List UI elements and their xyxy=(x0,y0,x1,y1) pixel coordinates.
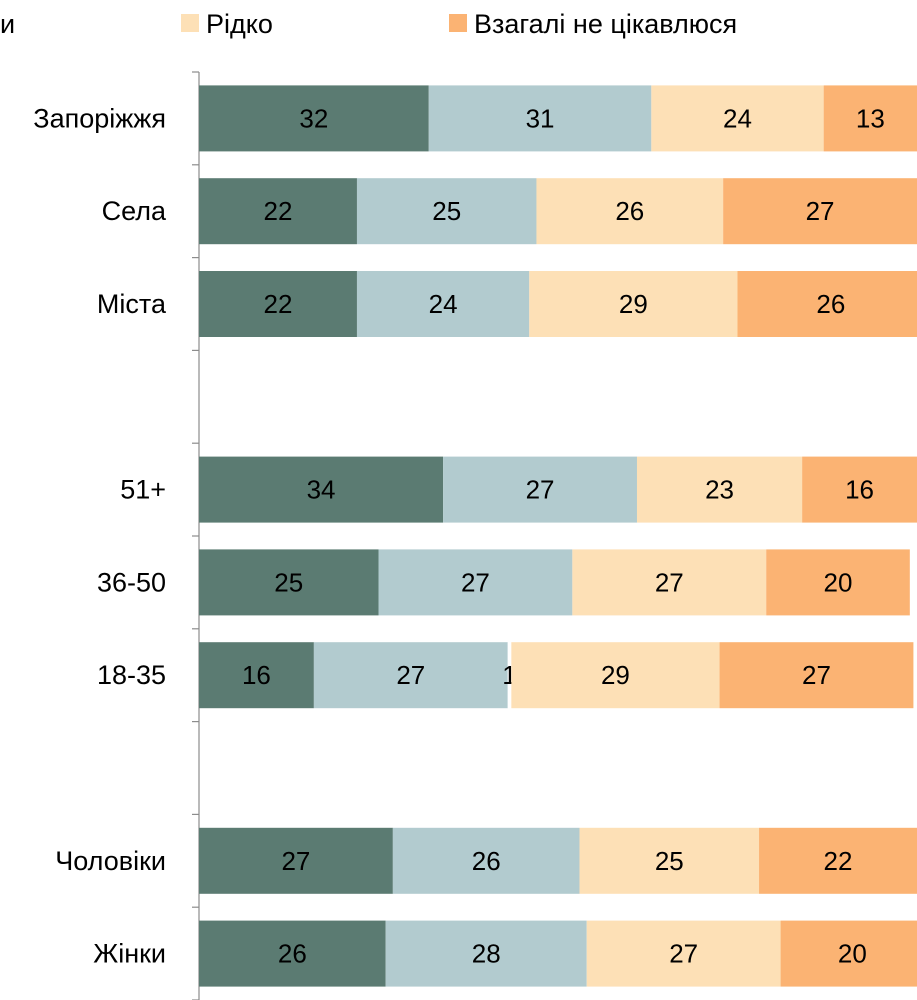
data-label: 27 xyxy=(281,846,310,876)
bar-segment xyxy=(802,456,917,523)
bar-segment xyxy=(356,178,537,245)
data-label: 29 xyxy=(601,660,630,690)
bar-segment xyxy=(443,456,637,523)
bars-area: 32 31 24 13 22 25 26 27 22 24 29 26 34 27 23 16 25 27 27 20… xyxy=(199,85,917,987)
bar-segment xyxy=(199,271,357,337)
category-label: Села xyxy=(102,196,167,226)
bar-segment xyxy=(313,642,508,709)
bar-segment xyxy=(823,85,917,152)
legend-swatch xyxy=(181,14,199,32)
data-label: 27 xyxy=(669,939,698,969)
bar-segment xyxy=(199,456,444,523)
bar-segment xyxy=(199,85,429,152)
category-label: Запоріжжя xyxy=(33,103,166,133)
data-label: 26 xyxy=(472,846,501,876)
bar-segment xyxy=(586,920,781,987)
bar-segment xyxy=(199,827,393,894)
legend-item: Взагалі не цікавлюся xyxy=(449,9,737,39)
category-label: Міста xyxy=(97,289,167,319)
data-label: 27 xyxy=(396,660,425,690)
bar-segment xyxy=(392,827,580,894)
bar-segment xyxy=(529,271,738,337)
data-label: 27 xyxy=(806,196,835,226)
data-label: 22 xyxy=(824,846,853,876)
data-label: 13 xyxy=(856,103,885,133)
bar-segment xyxy=(766,549,910,616)
bar-segment xyxy=(378,549,573,616)
category-axis xyxy=(192,71,200,1000)
data-label: 24 xyxy=(429,289,458,319)
data-label: 16 xyxy=(242,660,271,690)
bar-segment xyxy=(199,920,386,987)
chart-legend: и Рідко Взагалі не цікавлюся xyxy=(0,9,737,39)
data-label: 26 xyxy=(278,939,307,969)
data-label: 31 xyxy=(526,103,555,133)
bar-segment xyxy=(737,271,917,337)
legend-item: Рідко xyxy=(181,9,273,39)
bar-segment xyxy=(759,827,917,894)
data-label: 25 xyxy=(274,567,303,597)
bar-segment xyxy=(199,642,314,709)
bar-segment xyxy=(385,920,587,987)
data-label: 16 xyxy=(845,475,874,505)
data-label: 20 xyxy=(838,939,867,969)
legend-swatch xyxy=(449,14,467,32)
data-label: 27 xyxy=(461,567,490,597)
data-label: 25 xyxy=(655,846,684,876)
data-label: 26 xyxy=(816,289,845,319)
data-label: 20 xyxy=(824,567,853,597)
bar-segment xyxy=(636,456,803,523)
bar-segment xyxy=(651,85,824,152)
data-label: 26 xyxy=(615,196,644,226)
data-label: 27 xyxy=(802,660,831,690)
bar-segment xyxy=(579,827,760,894)
data-label: 23 xyxy=(705,475,734,505)
category-label: 51+ xyxy=(120,475,166,505)
data-label: 29 xyxy=(619,289,648,319)
category-label: Жінки xyxy=(93,939,166,969)
bar-segment xyxy=(536,178,724,245)
legend-label: Рідко xyxy=(206,9,273,39)
data-label: 22 xyxy=(264,196,293,226)
data-label: 22 xyxy=(264,289,293,319)
legend-label: и xyxy=(0,9,15,39)
bar-segment xyxy=(511,642,720,709)
legend-label: Взагалі не цікавлюся xyxy=(474,9,737,39)
data-label: 27 xyxy=(526,475,555,505)
data-label: 24 xyxy=(723,103,752,133)
category-label: Чоловіки xyxy=(55,846,166,876)
data-label: 34 xyxy=(307,475,336,505)
data-label: 25 xyxy=(432,196,461,226)
data-label: 28 xyxy=(472,939,501,969)
category-label: 18-35 xyxy=(97,660,166,690)
bar-segment xyxy=(199,549,379,616)
bar-segment xyxy=(723,178,917,245)
data-label: 27 xyxy=(655,567,684,597)
legend-item: и xyxy=(0,9,15,39)
category-labels: Запоріжжя Села Міста 51+ 36-50 18-35 Чоловіки Ж… xyxy=(33,103,167,968)
bar-segment xyxy=(507,642,512,709)
bar-segment xyxy=(572,549,767,616)
bar-segment xyxy=(199,178,357,245)
bar-segment xyxy=(428,85,652,152)
bar-segment xyxy=(719,642,914,709)
category-label: 36-50 xyxy=(97,567,166,597)
bar-segment xyxy=(780,920,917,987)
data-label: 32 xyxy=(299,103,328,133)
bar-segment xyxy=(356,271,530,337)
